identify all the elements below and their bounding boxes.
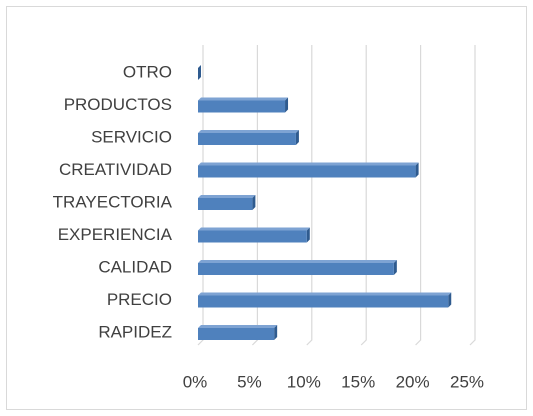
bar-top	[198, 97, 289, 101]
grid-line	[360, 45, 367, 346]
x-tick-label: 15%	[341, 372, 375, 391]
x-tick-label: 25%	[450, 372, 484, 391]
bar	[198, 295, 449, 308]
y-tick-label: PRODUCTOS	[64, 95, 172, 114]
bar-side	[448, 292, 452, 308]
x-tick-label: 10%	[287, 372, 321, 391]
bar-side	[274, 325, 278, 340]
y-tick-label: RAPIDEZ	[98, 322, 172, 341]
bar-side	[198, 65, 201, 80]
chart-border	[6, 6, 527, 410]
bar-top	[198, 292, 452, 296]
grid-line	[415, 45, 422, 346]
bar-side	[252, 195, 256, 210]
bar-side	[415, 162, 419, 178]
bar	[198, 263, 394, 275]
y-tick-label: PRECIO	[107, 290, 172, 309]
y-tick-label: OTRO	[123, 62, 172, 81]
bar	[198, 165, 416, 178]
bar	[198, 198, 253, 210]
y-tick-label: CALIDAD	[98, 257, 172, 276]
x-tick-label: 0%	[183, 372, 208, 391]
bar	[198, 100, 286, 113]
bar-side	[393, 260, 397, 275]
y-tick-label: TRAYECTORIA	[53, 192, 173, 211]
bar	[198, 133, 296, 145]
bar	[198, 328, 275, 340]
y-tick-label: SERVICIO	[91, 127, 172, 146]
bar-side	[295, 130, 299, 145]
bar-top	[198, 227, 310, 231]
bar-side	[285, 97, 289, 113]
y-tick-label: EXPERIENCIA	[58, 225, 173, 244]
bar-top	[198, 260, 397, 263]
bar-top	[198, 325, 278, 328]
x-tick-label: 20%	[396, 372, 430, 391]
grid-line	[306, 45, 313, 346]
bar-top	[198, 130, 299, 133]
bar	[198, 230, 307, 243]
grid-line	[469, 45, 476, 346]
x-tick-label: 5%	[237, 372, 262, 391]
bar-side	[306, 227, 310, 243]
bar-top	[198, 195, 256, 198]
bar-top	[198, 162, 419, 166]
y-tick-label: CREATIVIDAD	[59, 160, 172, 179]
